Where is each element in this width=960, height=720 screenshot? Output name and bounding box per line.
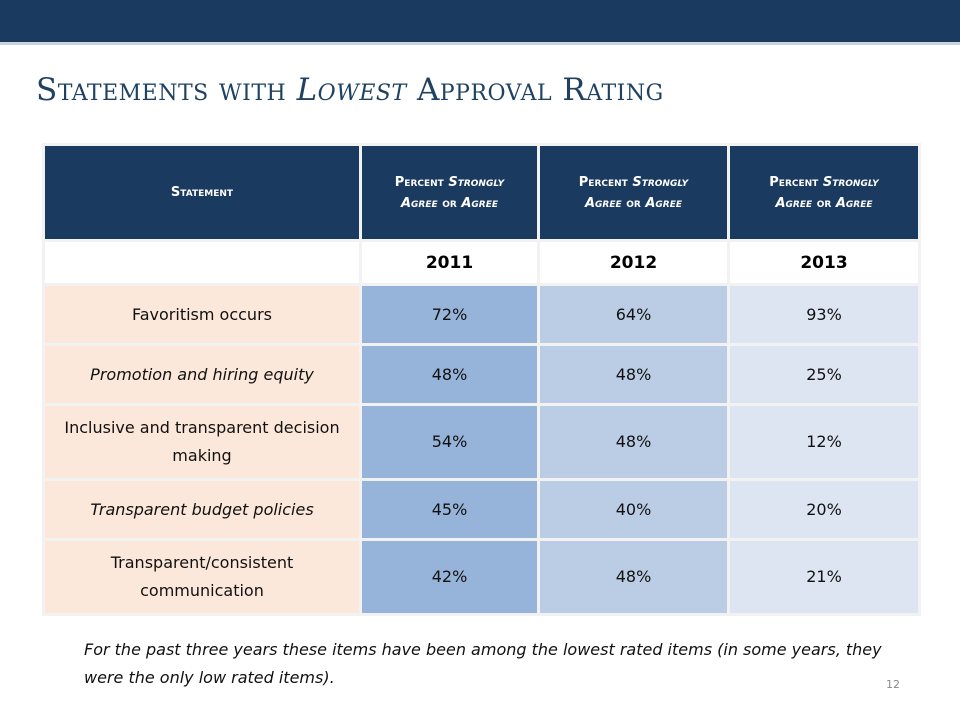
table-row: Favoritism occurs 72% 64% 93%	[45, 286, 918, 343]
statement-cell: Favoritism occurs	[45, 286, 359, 343]
year-row: 2011 2012 2013	[45, 242, 918, 283]
approval-rating-table: Statement Percent Strongly Agree or Agre…	[42, 143, 921, 616]
value-cell-2012: 48%	[540, 541, 727, 613]
value-cell-2013: 21%	[730, 541, 918, 613]
value-cell-2011: 45%	[362, 481, 537, 538]
value-cell-2013: 20%	[730, 481, 918, 538]
table-row: Transparent/consistent communication 42%…	[45, 541, 918, 613]
statement-cell: Promotion and hiring equity	[45, 346, 359, 403]
value-cell-2011: 42%	[362, 541, 537, 613]
slide-title: Statements with Lowest Approval Rating	[36, 72, 664, 108]
table-header-row: Statement Percent Strongly Agree or Agre…	[45, 146, 918, 239]
slide-title-prefix: Statements with	[36, 72, 297, 108]
footnote: For the past three years these items hav…	[84, 640, 882, 687]
header-statement: Statement	[45, 146, 359, 239]
table-row: Transparent budget policies 45% 40% 20%	[45, 481, 918, 538]
value-cell-2012: 48%	[540, 406, 727, 478]
year-cell-2011: 2011	[362, 242, 537, 283]
value-cell-2012: 40%	[540, 481, 727, 538]
slide-title-emphasis: Lowest	[296, 72, 407, 108]
header-percent-agree-2011: Percent Strongly Agree or Agree	[362, 146, 537, 239]
value-cell-2013: 12%	[730, 406, 918, 478]
year-cell-2012: 2012	[540, 242, 727, 283]
value-cell-2013: 25%	[730, 346, 918, 403]
table-row: Promotion and hiring equity 48% 48% 25%	[45, 346, 918, 403]
value-cell-2011: 54%	[362, 406, 537, 478]
value-cell-2012: 48%	[540, 346, 727, 403]
statement-cell: Transparent budget policies	[45, 481, 359, 538]
top-banner-bar	[0, 0, 960, 45]
header-percent-agree-2012: Percent Strongly Agree or Agree	[540, 146, 727, 239]
value-cell-2013: 93%	[730, 286, 918, 343]
header-percent-agree-2013: Percent Strongly Agree or Agree	[730, 146, 918, 239]
value-cell-2012: 64%	[540, 286, 727, 343]
year-cell-2013: 2013	[730, 242, 918, 283]
value-cell-2011: 48%	[362, 346, 537, 403]
statement-cell: Transparent/consistent communication	[45, 541, 359, 613]
year-cell-blank	[45, 242, 359, 283]
value-cell-2011: 72%	[362, 286, 537, 343]
slide-title-suffix: Approval Rating	[406, 72, 664, 108]
statement-cell: Inclusive and transparent decision makin…	[45, 406, 359, 478]
table-row: Inclusive and transparent decision makin…	[45, 406, 918, 478]
page-number: 12	[886, 678, 900, 691]
